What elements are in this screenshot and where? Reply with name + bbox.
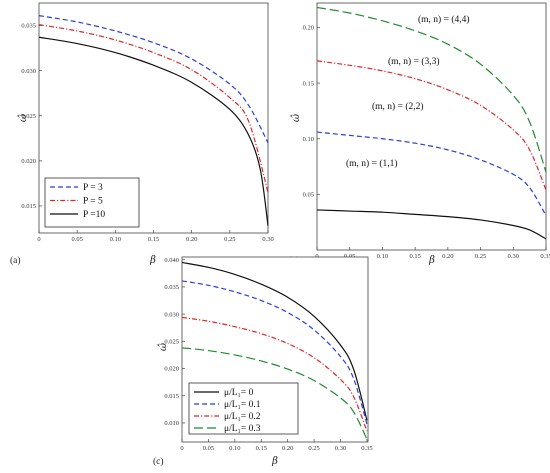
x-tick-label: 0 [37,236,40,243]
x-tick-label: 0.20 [186,236,197,243]
x-tick-label: 0.15 [148,236,159,243]
y-tick-label: 0.020 [21,158,36,165]
x-axis-label: β [428,255,435,266]
legend-box [44,177,140,228]
x-tick-label: 0.15 [409,253,420,260]
series-line-1 [38,15,269,144]
x-tick-label: 0.30 [508,253,519,260]
series-line-2 [316,60,547,191]
x-tick-label: 0.10 [377,253,388,260]
x-tick-label: 0 [180,445,183,452]
x-tick-label: 0.05 [71,236,82,243]
series-line-3 [181,316,368,432]
x-tick-label: 0.20 [442,253,453,260]
x-tick-label: 0.25 [308,445,319,452]
y-tick-label: 0.010 [164,420,179,427]
series-line-3 [316,131,547,216]
plot-frame [316,2,547,251]
x-tick-label: 0.35 [361,445,372,452]
series-annotation: (m, n) = (4,4) [418,14,470,25]
legend-entry: μ/L₁= 0 [224,388,254,398]
x-tick-label: 0.25 [224,236,235,243]
legend: μ/L₁= 0 μ/L₁= 0.1 μ/L₁= 0.2 μ/L₁= 0.3 [188,382,299,435]
series-annotation: (m, n) = (2,2) [372,101,424,112]
x-tick-label: 0.35 [540,253,550,260]
series-line-4 [181,347,368,440]
y-tick-label: 0.030 [21,68,36,75]
series-line-2 [38,24,269,193]
legend-entry: P = 3 [83,183,103,193]
series-line-1 [316,6,547,173]
y-axis-label: ω̂ [158,343,169,351]
legend-entry: P = 5 [83,197,103,207]
y-tick-label: 0.040 [164,257,179,264]
y-tick-label: 0.020 [164,366,179,373]
panel-label: (a) [10,255,21,266]
y-tick-label: 0.15 [303,80,314,87]
y-axis-label: ω̂ [18,114,29,122]
y-tick-label: 0.015 [21,203,36,210]
x-tick-label: 0.25 [475,253,486,260]
x-tick-label: 0.10 [229,445,240,452]
legend: P = 3 P = 5 P =10 [44,177,140,228]
legend-entry: P =10 [83,210,105,220]
panel-label: (c) [153,456,164,467]
series-line-2 [181,280,368,425]
y-tick-label: 0.025 [21,113,36,120]
y-tick-label: 0.035 [21,23,36,30]
series-annotation: (m, n) = (1,1) [346,158,398,169]
x-axis-label: β [271,456,278,467]
chart-panel-1: 0 0.05 0.10 0.15 0.20 0.25 0.30 0.015 0.020 0.025… [10,2,274,266]
y-tick-label: 0.10 [303,136,314,143]
x-tick-label: 0.05 [344,253,355,260]
legend-entry: μ/L₁= 0.3 [224,424,261,434]
x-tick-label: 0.20 [282,445,293,452]
x-tick-label: 0.05 [203,445,214,452]
y-tick-label: 0.015 [164,393,179,400]
series-line-4 [316,209,547,240]
y-tick-label: 0.05 [303,192,314,199]
y-tick-label: 0.20 [303,25,314,32]
x-tick-label: 0 [315,253,318,260]
chart-panel-3: 0 0.05 0.10 0.15 0.20 0.25 0.30 0.35 0.010 0.015 0… [153,256,373,467]
x-tick-label: 0.30 [262,236,273,243]
series-line-1 [181,261,368,421]
y-tick-label: 0.030 [164,311,179,318]
series-annotation: (m, n) = (3,3) [388,56,440,67]
chart-panel-2: 0 0.05 0.10 0.15 0.20 0.25 0.30 0.35 0.05 0.10 0.1… [288,2,550,266]
legend-entry: μ/L₁= 0.1 [224,400,261,410]
y-tick-label: 0.035 [164,284,179,291]
x-tick-label: 0.15 [256,445,267,452]
x-tick-label: 0.10 [110,236,121,243]
x-axis-label: β [149,255,156,266]
series-line-3 [38,36,269,226]
legend-entry: μ/L₁= 0.2 [224,412,261,422]
x-tick-label: 0.30 [335,445,346,452]
y-axis-label: ω̂ [291,114,302,122]
y-tick-label: 0.025 [164,339,179,346]
